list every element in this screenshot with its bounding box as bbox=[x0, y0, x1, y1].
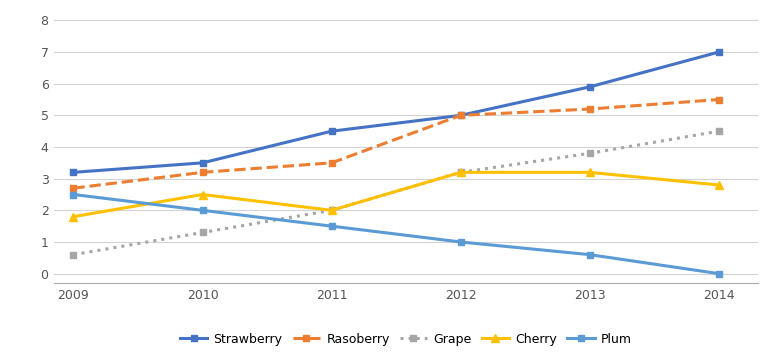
Rasoberry bbox=[714, 97, 724, 102]
Line: Strawberry: Strawberry bbox=[70, 49, 722, 176]
Rasoberry bbox=[198, 170, 207, 175]
Strawberry bbox=[327, 129, 336, 133]
Strawberry bbox=[456, 113, 465, 118]
Rasoberry bbox=[327, 161, 336, 165]
Plum bbox=[714, 272, 724, 276]
Plum bbox=[198, 208, 207, 212]
Plum bbox=[69, 192, 78, 197]
Strawberry bbox=[69, 170, 78, 175]
Cherry bbox=[198, 192, 207, 197]
Legend: Strawberry, Rasoberry, Grape, Cherry, Plum: Strawberry, Rasoberry, Grape, Cherry, Pl… bbox=[180, 333, 632, 346]
Rasoberry bbox=[585, 107, 594, 111]
Grape bbox=[327, 208, 336, 212]
Line: Cherry: Cherry bbox=[70, 168, 723, 221]
Grape bbox=[198, 230, 207, 234]
Plum bbox=[456, 240, 465, 244]
Line: Plum: Plum bbox=[70, 191, 722, 277]
Grape bbox=[69, 253, 78, 257]
Plum bbox=[327, 224, 336, 228]
Strawberry bbox=[198, 161, 207, 165]
Plum bbox=[585, 253, 594, 257]
Line: Rasoberry: Rasoberry bbox=[70, 96, 722, 192]
Cherry bbox=[327, 208, 336, 212]
Rasoberry bbox=[69, 186, 78, 190]
Grape bbox=[456, 170, 465, 175]
Strawberry bbox=[585, 85, 594, 89]
Cherry bbox=[714, 183, 724, 187]
Grape bbox=[714, 129, 724, 133]
Line: Grape: Grape bbox=[70, 129, 722, 257]
Rasoberry bbox=[456, 113, 465, 118]
Cherry bbox=[69, 215, 78, 219]
Grape bbox=[585, 151, 594, 155]
Cherry bbox=[585, 170, 594, 175]
Strawberry bbox=[714, 50, 724, 54]
Cherry bbox=[456, 170, 465, 175]
